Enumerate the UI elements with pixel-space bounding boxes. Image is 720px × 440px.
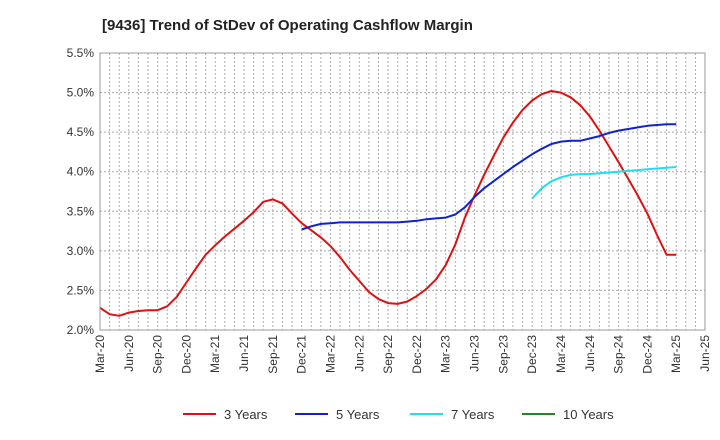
x-tick-label: Sep-20 — [151, 335, 165, 374]
x-tick-label: Mar-23 — [439, 335, 453, 373]
legend-label: 7 Years — [451, 407, 495, 422]
x-tick-label: Jun-25 — [698, 335, 712, 372]
plot-frame — [99, 52, 706, 331]
x-tick-label: Dec-24 — [640, 335, 654, 374]
x-axis-ticks: Mar-20 Jun-20 Sep-20 Dec-20 Mar-21 Jun-21 Sep-… — [93, 335, 712, 374]
legend-label: 5 Years — [336, 407, 380, 422]
x-tick-label: Jun-24 — [583, 335, 597, 372]
x-tick-label: Dec-21 — [295, 335, 309, 374]
y-tick-label: 3.5% — [67, 204, 95, 218]
series-line-5-years — [301, 123, 677, 231]
x-tick-label: Mar-24 — [554, 335, 568, 373]
x-tick-label: Jun-21 — [237, 335, 251, 372]
series-line-7-years — [531, 166, 677, 200]
x-tick-label: Sep-23 — [496, 335, 510, 374]
y-tick-label: 2.0% — [67, 323, 95, 337]
y-tick-label: 4.0% — [67, 165, 95, 179]
y-tick-label: 4.5% — [67, 125, 95, 139]
series-lines — [99, 90, 677, 317]
y-tick-label: 2.5% — [67, 283, 95, 297]
x-tick-label: Jun-23 — [468, 335, 482, 372]
x-tick-label: Jun-20 — [122, 335, 136, 372]
x-tick-label: Mar-21 — [208, 335, 222, 373]
legend-label: 10 Years — [563, 407, 614, 422]
legend-label: 3 Years — [224, 407, 268, 422]
x-tick-label: Mar-22 — [323, 335, 337, 373]
y-tick-label: 3.0% — [67, 244, 95, 258]
x-tick-label: Sep-24 — [612, 335, 626, 374]
x-tick-label: Jun-22 — [352, 335, 366, 372]
legend: 3 Years 5 Years 7 Years 10 Years — [183, 407, 614, 422]
x-tick-label: Mar-25 — [669, 335, 683, 373]
x-tick-label: Dec-20 — [179, 335, 193, 374]
series-line-3-years — [99, 90, 677, 317]
x-tick-label: Sep-22 — [381, 335, 395, 374]
x-tick-label: Sep-21 — [266, 335, 280, 374]
grid — [99, 52, 706, 331]
x-tick-label: Dec-22 — [410, 335, 424, 374]
chart-title: [9436] Trend of StDev of Operating Cashf… — [102, 17, 473, 34]
y-axis-ticks: 2.0% 2.5% 3.0% 3.5% 4.0% 4.5% 5.0% 5.5% — [67, 46, 95, 337]
y-tick-label: 5.0% — [67, 86, 95, 100]
x-tick-label: Mar-20 — [93, 335, 107, 373]
y-tick-label: 5.5% — [67, 46, 95, 60]
x-tick-label: Dec-23 — [525, 335, 539, 374]
